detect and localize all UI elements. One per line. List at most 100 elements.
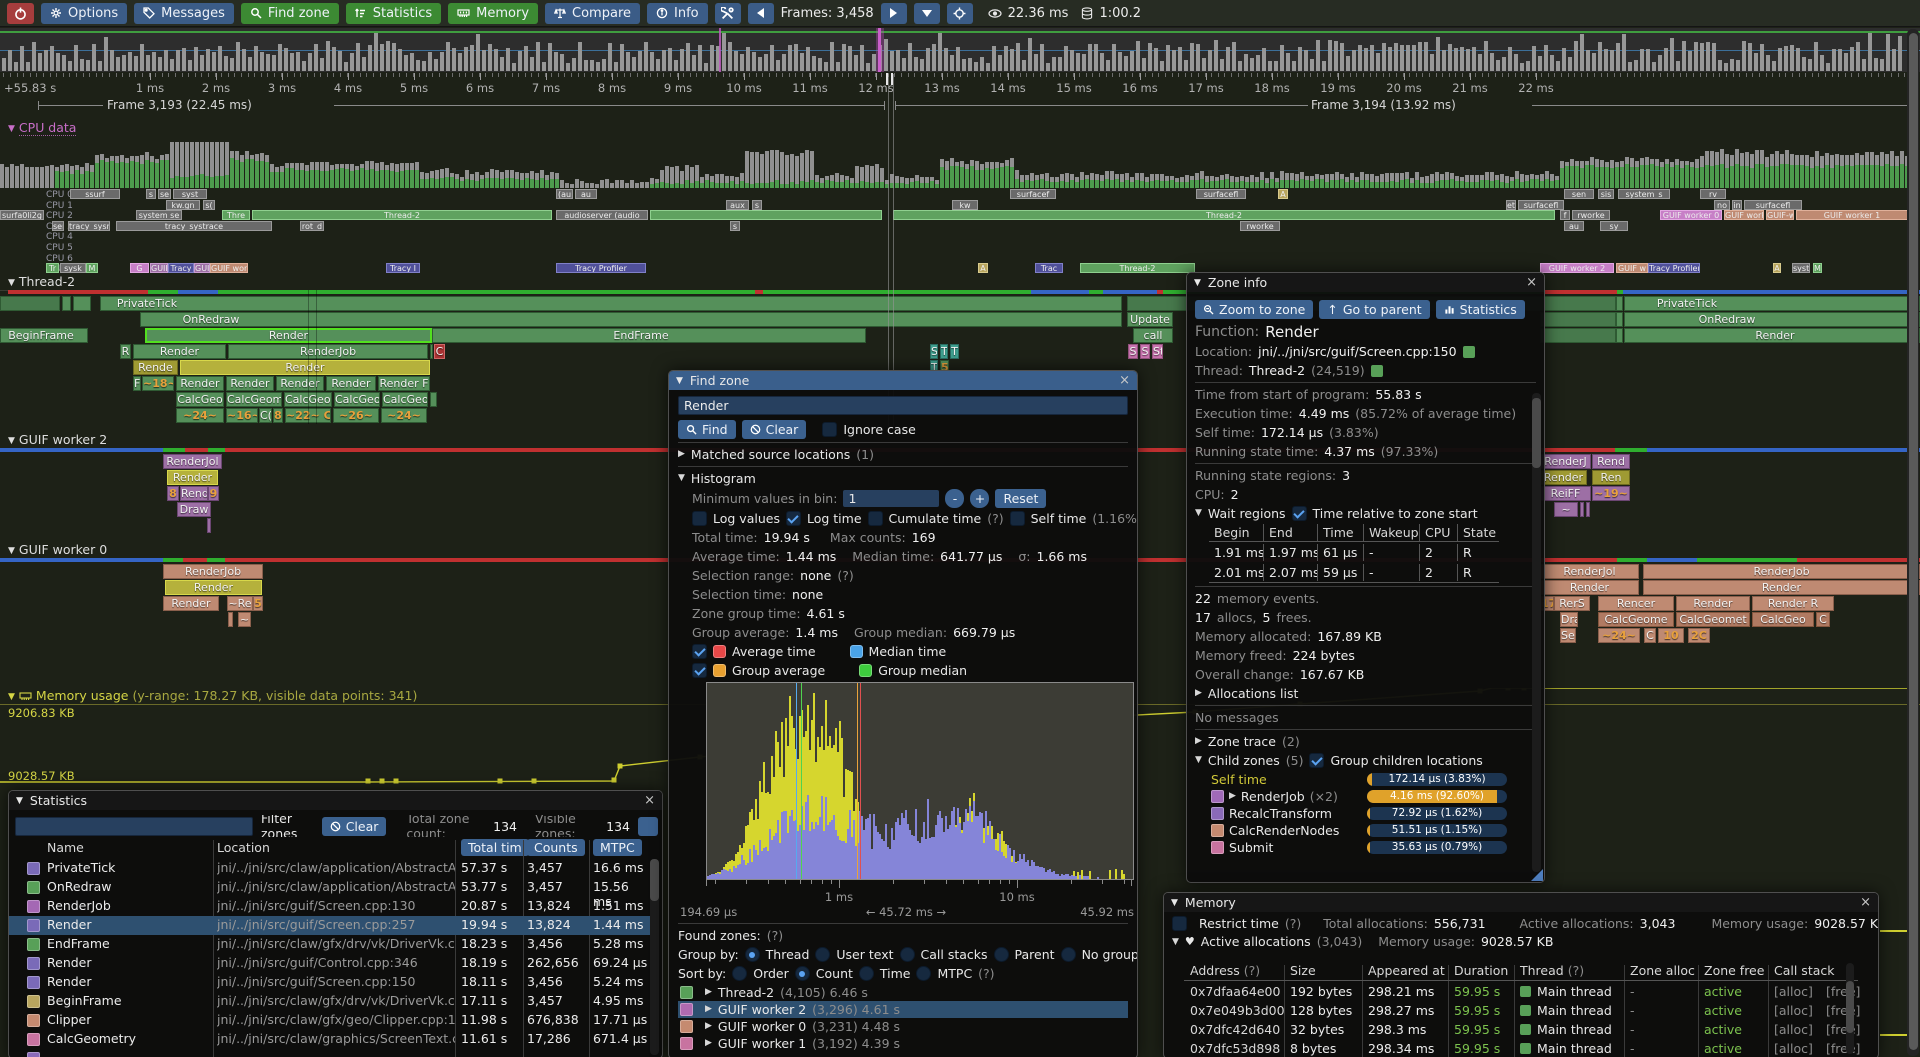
zone[interactable] — [1616, 312, 1623, 327]
zone[interactable]: Render — [1643, 580, 1920, 595]
zone[interactable]: call — [1133, 328, 1173, 343]
zone[interactable]: C — [434, 344, 445, 359]
filter-zones-input[interactable] — [15, 816, 253, 836]
found-zone-group[interactable]: ▶ GUIF worker 0 (3,231) 4.48 s — [678, 1018, 1128, 1035]
compare-button[interactable]: Compare — [545, 2, 641, 24]
zone[interactable]: ReiFF — [1540, 486, 1591, 501]
zone[interactable]: 2C — [1688, 628, 1710, 643]
zoom-to-zone-button[interactable]: Zoom to zone — [1195, 300, 1314, 319]
zone[interactable]: Dra — [1560, 612, 1578, 627]
thread-header[interactable]: ▼ Thread-2 — [8, 274, 76, 289]
restrict-time-checkbox[interactable] — [1172, 916, 1187, 931]
power-button[interactable] — [7, 2, 34, 24]
zone[interactable]: CalcGeo — [176, 392, 224, 407]
close-icon[interactable]: × — [1526, 275, 1537, 290]
table-row[interactable]: Clipper jni/../jni/src/claw/gfx/geo/Clipp… — [9, 1011, 650, 1030]
zone[interactable]: Render — [226, 376, 274, 391]
messages-button[interactable]: Messages — [134, 2, 234, 24]
cell-callstack-alloc[interactable]: [alloc] — [1774, 1022, 1813, 1037]
zone[interactable]: Render R — [1752, 596, 1834, 611]
decrease-button[interactable]: - — [945, 489, 965, 508]
cpu-zone[interactable]: rot_d — [300, 220, 324, 231]
mem-col[interactable]: Call stack — [1774, 963, 1835, 978]
zone[interactable]: Render — [176, 376, 224, 391]
cpu-zone[interactable]: sen — [1564, 189, 1594, 199]
cpu-zone[interactable]: GUIF worker 1 — [1796, 210, 1908, 221]
cpu-zone[interactable]: Trac — [1035, 263, 1063, 274]
cpu-zone[interactable]: A — [978, 263, 988, 274]
cpu-zone[interactable]: au — [575, 189, 597, 199]
zone[interactable]: ~24~ — [176, 408, 224, 423]
found-zone-group[interactable]: ▶ Thread-2 (4,105) 6.46 s — [678, 984, 1128, 1001]
cpu-zone[interactable]: GUIF work — [1724, 210, 1764, 221]
zone-info-scrollbar[interactable] — [1532, 393, 1541, 872]
frame-overview[interactable] — [0, 28, 1920, 72]
zone[interactable]: C — [1644, 628, 1656, 643]
cpu-zone[interactable]: sis — [1598, 189, 1614, 199]
zone[interactable] — [207, 518, 211, 533]
statistics-scrollbar[interactable] — [650, 859, 659, 1055]
thread-header[interactable]: ▼ GUIF worker 2 — [8, 432, 108, 447]
frame-dropdown-button[interactable] — [913, 2, 940, 24]
options-button[interactable]: Options — [41, 2, 128, 24]
frame-labels[interactable]: Frame 3,193 (22.45 ms) Frame 3,194 (13.92… — [0, 98, 1920, 113]
cpu-zone[interactable]: A — [1773, 263, 1781, 274]
cpu-zone[interactable]: GUIF — [150, 263, 168, 274]
legend-checkbox[interactable] — [692, 663, 707, 678]
log-values-checkbox[interactable] — [692, 511, 707, 526]
cpu-zone[interactable]: Tracy I — [386, 263, 420, 274]
cpu-zone[interactable]: Thread-2 — [252, 210, 552, 221]
min-bin-input[interactable]: 1 — [843, 490, 940, 507]
zone[interactable]: F — [133, 376, 141, 391]
child-zones-section[interactable]: ▼ Child zones (5) Group children locations — [1195, 753, 1483, 768]
mem-col[interactable]: Address (?) — [1190, 963, 1261, 978]
histogram-section[interactable]: ▼ Histogram — [678, 471, 756, 486]
cpu-zone[interactable] — [650, 210, 882, 221]
zone[interactable]: Update — [1127, 312, 1173, 327]
zone[interactable]: ~18~ — [142, 376, 174, 391]
radio-count[interactable] — [794, 966, 810, 981]
zone[interactable] — [1540, 328, 1616, 343]
cpu-zone[interactable]: M — [86, 263, 98, 274]
col-total-time-sort[interactable]: Total tim — [461, 839, 529, 856]
zone[interactable]: ~ — [238, 612, 251, 627]
goto-frame-button[interactable] — [946, 2, 973, 24]
zone[interactable]: C — [1816, 612, 1830, 627]
cpu-zone[interactable]: sysk — [60, 263, 86, 274]
cpu-zone[interactable]: system se — [136, 210, 182, 221]
zone[interactable]: S — [1128, 344, 1138, 359]
table-row[interactable]: PrivateTick jni/../jni/src/claw/applicati… — [9, 859, 650, 878]
zone[interactable] — [62, 296, 71, 311]
memory-usage-header[interactable]: ▼ Memory usage (y-range: 178.27 KB, visib… — [8, 688, 418, 703]
legend-checkbox[interactable] — [692, 644, 707, 659]
collapse-icon[interactable]: ▼ — [16, 795, 23, 806]
zone[interactable]: Render — [163, 596, 219, 611]
prev-frame-button[interactable] — [747, 2, 774, 24]
cpu-zone[interactable]: au — [1564, 220, 1584, 231]
group-children-checkbox[interactable] — [1309, 753, 1325, 768]
found-zone-group[interactable]: ▶ GUIF worker 1 (3,192) 4.39 s — [678, 1035, 1128, 1052]
cpu-zone[interactable]: surfa0li2g — [0, 210, 44, 221]
cpu-zone[interactable]: G — [130, 263, 149, 274]
zone[interactable]: ~ — [1554, 502, 1578, 517]
cpu-zone[interactable]: s — [146, 189, 156, 199]
zone[interactable]: CalcGeo — [382, 392, 428, 407]
zone[interactable]: Render — [1676, 596, 1750, 611]
statistics-titlebar[interactable]: ▼ Statistics × — [9, 791, 662, 810]
self-time-checkbox[interactable] — [1009, 511, 1025, 526]
zone[interactable]: C( — [259, 408, 272, 423]
zone[interactable]: ~16~ — [226, 408, 258, 423]
zone[interactable]: 10 — [1658, 628, 1684, 643]
zone[interactable] — [430, 392, 437, 407]
zone[interactable]: Sel — [1560, 628, 1576, 643]
collapse-icon[interactable]: ▼ — [1194, 277, 1201, 288]
table-row[interactable]: Render jni/../jni/src/guif/Screen.cpp:257… — [9, 916, 650, 935]
table-row[interactable]: CalcGeometry jni/../jni/src/claw/graphics… — [9, 1030, 650, 1049]
cpu-zone[interactable]: tracy_systrace — [116, 220, 272, 231]
mem-col[interactable]: Thread (?) — [1520, 963, 1585, 978]
child-zone-row[interactable]: Self time 172.14 µs (3.83%) — [1195, 771, 1536, 787]
table-row[interactable]: RenderJob jni/../jni/src/guif/Screen.cpp:… — [9, 897, 650, 916]
allocations-list-section[interactable]: ▶ Allocations list — [1195, 686, 1299, 701]
cpu-zone[interactable]: surfacefl — [1196, 189, 1246, 199]
zone[interactable]: S — [930, 344, 938, 359]
